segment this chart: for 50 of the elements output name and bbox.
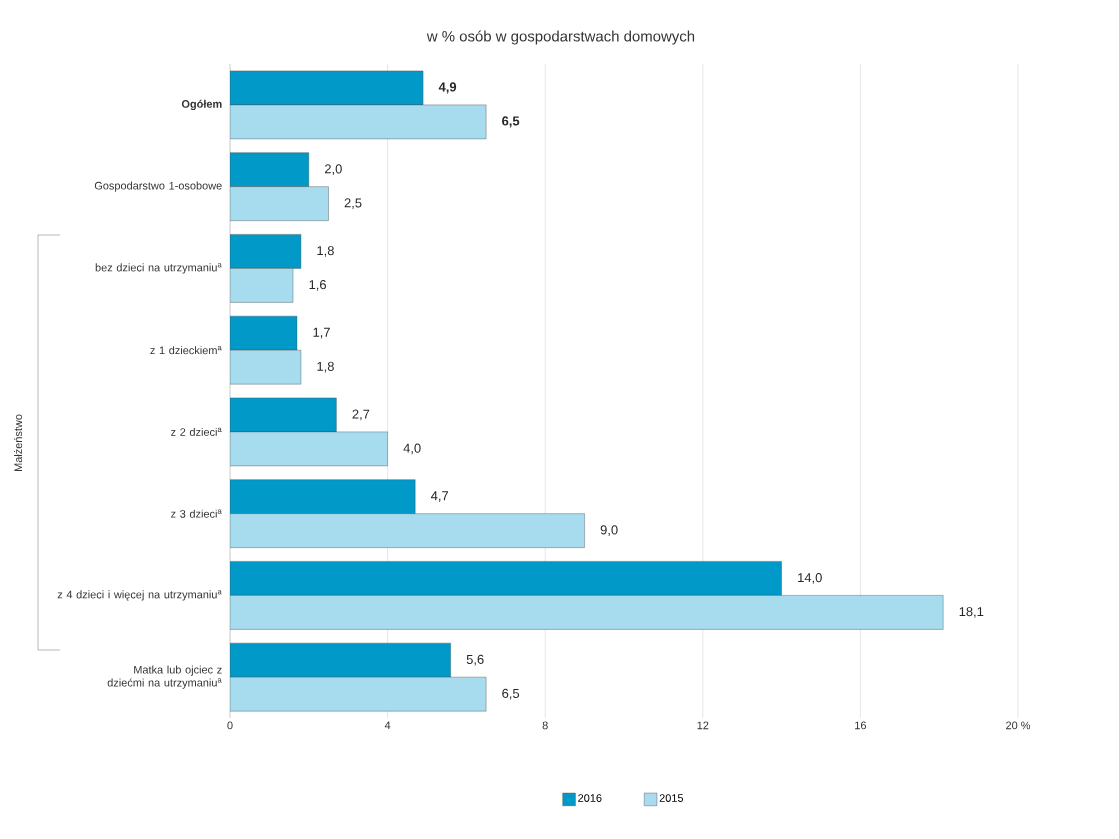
bar bbox=[230, 349, 302, 385]
bar bbox=[230, 431, 388, 467]
data-label: 2,5 bbox=[344, 198, 362, 209]
bar bbox=[230, 513, 585, 548]
legend-label: 2016 bbox=[578, 794, 602, 802]
y-tick-label: bez dzieci na utrzymaniu$^{a}$ bbox=[95, 263, 222, 274]
data-label: 4,0 bbox=[403, 443, 421, 455]
bar bbox=[230, 104, 487, 140]
data-label: 6,5 bbox=[502, 688, 520, 700]
data-label: 4,9 bbox=[438, 82, 457, 94]
y-tick-label: Matka lub ojciec z dziećmi na utrzymaniu$^{a}$ bbox=[107, 665, 222, 689]
y-tick-label: z 3 dzieci$^{a}$ bbox=[171, 509, 222, 518]
text: Małżeństwo bbox=[13, 414, 23, 472]
bar bbox=[230, 234, 302, 269]
bar bbox=[230, 561, 782, 596]
x-tick-label: 12 bbox=[697, 721, 709, 730]
data-label: 2,7 bbox=[352, 409, 370, 421]
x-tick-label: 16 bbox=[855, 721, 867, 730]
y-tick-label: z 2 dzieci$^{a}$ bbox=[171, 427, 222, 436]
data-label: 5,6 bbox=[466, 654, 484, 666]
data-label: 9,0 bbox=[600, 525, 618, 536]
bar bbox=[230, 479, 416, 514]
data-label: 4,7 bbox=[431, 491, 449, 502]
bar bbox=[230, 186, 329, 221]
data-label: 14,0 bbox=[798, 573, 822, 584]
bar bbox=[230, 152, 309, 187]
data-label: 1,8 bbox=[317, 361, 334, 373]
y-tick-label: z 4 dzieci i więcej na utrzymaniu$^{a}$ bbox=[57, 590, 222, 601]
x-tick-label: 4 bbox=[384, 721, 391, 730]
data-label: 6,5 bbox=[502, 116, 520, 128]
data-label: 2,0 bbox=[324, 164, 342, 175]
bar bbox=[230, 676, 487, 712]
chart-title: w % osób w gospodarstwach domowych bbox=[426, 30, 695, 45]
y-tick-label: Ogółem bbox=[181, 99, 222, 111]
x-tick-label: 8 bbox=[542, 721, 548, 730]
bar bbox=[230, 70, 424, 106]
bar bbox=[230, 397, 337, 433]
legend-label: 2015 bbox=[659, 794, 684, 802]
data-label: 1,8 bbox=[317, 246, 334, 257]
bar bbox=[230, 268, 294, 303]
x-tick-label: 20 % bbox=[1006, 721, 1031, 730]
data-label: 1,6 bbox=[309, 280, 326, 291]
bar bbox=[230, 315, 298, 351]
x-tick-label: 0 bbox=[227, 721, 233, 730]
bar bbox=[230, 642, 451, 678]
data-label: 1,7 bbox=[313, 327, 330, 339]
bar bbox=[230, 595, 944, 630]
y-tick-label: Gospodarstwo 1-osobowe bbox=[94, 181, 222, 192]
data-label: 18,1 bbox=[959, 607, 984, 618]
y-tick-label: z 1 dzieckiem$^{a}$ bbox=[150, 346, 222, 355]
